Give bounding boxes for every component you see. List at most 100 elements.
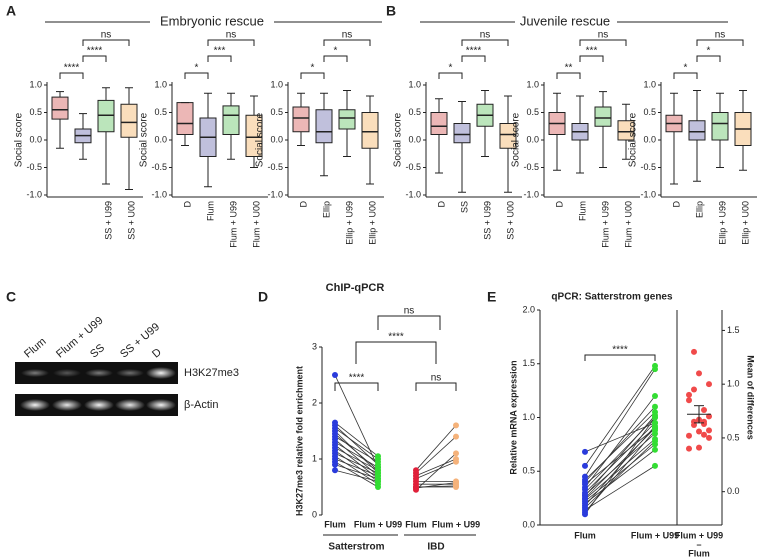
x-tick-label: Flum + U99	[228, 201, 238, 248]
pair-line	[334, 422, 379, 457]
x-tick-label: Ellip + U99	[344, 201, 354, 245]
point	[453, 422, 459, 429]
pair-line	[334, 427, 379, 460]
significance-label: *	[311, 63, 315, 74]
box	[338, 109, 356, 130]
pair-line	[584, 417, 656, 490]
point	[652, 427, 658, 434]
pair-line	[584, 411, 656, 481]
pair-line	[584, 449, 656, 504]
pair-line	[334, 461, 379, 488]
pair-line	[584, 465, 656, 511]
point	[701, 406, 707, 413]
significance-bracket	[696, 39, 744, 46]
x-tick-label: SS	[459, 201, 469, 213]
point	[701, 418, 707, 425]
y-tick-label: -0.5	[151, 162, 167, 172]
pair-line	[584, 422, 656, 453]
point	[706, 381, 712, 388]
y-tick-label: 0.5	[270, 107, 283, 117]
significance-label: ns	[404, 306, 415, 317]
blot-lane-label: D	[150, 346, 164, 360]
y-tick-label: 1.0	[154, 79, 167, 89]
significance-bracket	[461, 39, 509, 46]
y-tick-label: 0.0	[408, 134, 421, 144]
y-tick-label: 0.5	[29, 107, 42, 117]
x-tick-label: Flum + U99	[675, 530, 723, 540]
y-tick-label: 1.0	[727, 379, 740, 389]
blot-row-label: H3K27me3	[184, 367, 239, 379]
y-tick-label: 0.0	[522, 519, 535, 529]
significance-bracket	[696, 55, 721, 62]
significance-label: ns	[342, 30, 353, 41]
y-axis-label: Social score	[628, 112, 639, 167]
x-tick-label: Flum	[574, 530, 596, 540]
blot-lane-label: SS	[88, 342, 107, 361]
pair-line	[334, 433, 379, 471]
significance-label: ns	[101, 30, 112, 41]
point	[332, 372, 338, 378]
pair-line	[334, 425, 379, 465]
pair-line	[584, 406, 656, 483]
x-tick-label: SS + U99	[482, 201, 492, 240]
y-tick-label: 0.0	[270, 134, 283, 144]
significance-label: ****	[64, 63, 80, 74]
box	[499, 123, 517, 149]
pair-line	[415, 461, 457, 479]
point	[332, 461, 338, 468]
y-tick-label: -1.0	[405, 189, 421, 199]
band	[146, 367, 176, 379]
y-tick-label: 1.0	[270, 79, 283, 89]
pair-line	[334, 453, 379, 474]
point	[706, 413, 712, 420]
y-axis-label: Relative mRNA expression	[508, 360, 518, 474]
significance-bracket	[579, 39, 627, 46]
box	[315, 109, 333, 144]
pair-line	[584, 438, 656, 500]
point	[453, 433, 459, 440]
point	[691, 348, 697, 355]
pair-line	[334, 447, 379, 471]
pair-line	[584, 395, 656, 488]
y-axis-label: Social score	[14, 112, 25, 167]
significance-label: ***	[214, 46, 226, 57]
point	[582, 448, 588, 455]
significance-bracket	[461, 55, 486, 62]
panel-label: D	[258, 289, 268, 305]
x-tick-label: SS + U00	[505, 201, 515, 240]
significance-label: ****	[349, 373, 365, 384]
x-tick-label: SS + U99	[103, 201, 113, 240]
x-tick-label: D	[182, 201, 192, 208]
y-tick-label: 1.0	[526, 79, 539, 89]
pair-line	[415, 436, 457, 474]
significance-label: *	[334, 46, 338, 57]
y2-axis-label: Mean of differences	[746, 355, 756, 440]
y-tick-label: 0.0	[29, 134, 42, 144]
point	[652, 393, 658, 399]
significance-label: ****	[388, 332, 404, 343]
box	[711, 112, 729, 141]
significance-bracket	[334, 382, 379, 391]
point	[582, 462, 588, 469]
band	[115, 399, 145, 411]
point	[706, 434, 712, 441]
point	[652, 462, 658, 469]
point	[696, 428, 702, 435]
band	[146, 399, 176, 411]
pair-line	[584, 415, 656, 497]
x-tick-label: Ellip + U99	[717, 201, 727, 245]
point	[701, 431, 707, 438]
box	[453, 123, 471, 144]
point	[686, 432, 692, 439]
pair-line	[415, 453, 457, 491]
box	[97, 99, 115, 133]
y-axis-label: Social score	[511, 112, 522, 167]
pair-line	[334, 464, 379, 479]
group-label: IBD	[427, 542, 444, 553]
x-tick-label: Ellip	[694, 201, 704, 218]
point	[686, 397, 692, 404]
x-tick-label: Ellip + U00	[740, 201, 750, 245]
pair-line	[584, 417, 656, 515]
panel-label: A	[6, 3, 16, 19]
significance-bracket	[556, 72, 581, 79]
